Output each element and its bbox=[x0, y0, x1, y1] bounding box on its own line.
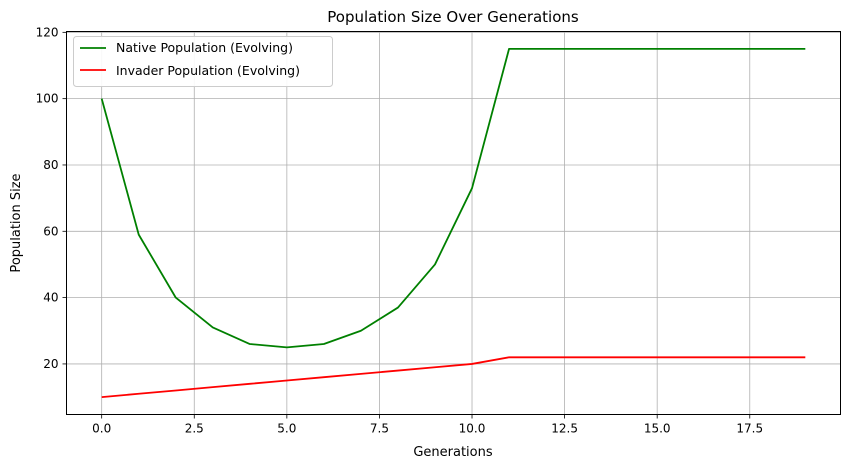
legend-box bbox=[73, 36, 333, 87]
x-tick-label: 7.5 bbox=[370, 422, 389, 436]
plot-frame bbox=[66, 31, 841, 415]
x-axis-ticks: 0.0 2.5 5.0 7.5 10.0 12.5 15.0 17.5 bbox=[92, 414, 763, 436]
x-tick-label: 2.5 bbox=[185, 422, 204, 436]
y-tick-label: 80 bbox=[43, 158, 58, 172]
x-tick-label: 5.0 bbox=[277, 422, 296, 436]
series-lines bbox=[100, 48, 806, 398]
x-tick-label: 17.5 bbox=[736, 422, 763, 436]
legend-native-label: Native Population (Evolving) bbox=[116, 40, 293, 55]
y-tick-label: 120 bbox=[36, 25, 59, 39]
invader-population-line bbox=[101, 356, 806, 398]
y-axis-ticks: 20 40 60 80 100 120 bbox=[36, 25, 67, 371]
y-tick-label: 40 bbox=[43, 291, 58, 305]
legend: Native Population (Evolving) Invader Pop… bbox=[73, 36, 333, 87]
grid-lines bbox=[66, 31, 841, 415]
x-tick-label: 15.0 bbox=[644, 422, 671, 436]
y-tick-label: 60 bbox=[43, 224, 58, 238]
native-population-line bbox=[100, 48, 806, 349]
legend-invader-label: Invader Population (Evolving) bbox=[116, 63, 300, 78]
x-tick-label: 0.0 bbox=[92, 422, 111, 436]
x-tick-label: 12.5 bbox=[551, 422, 578, 436]
y-axis-label: Population Size bbox=[9, 173, 24, 272]
y-tick-label: 100 bbox=[36, 92, 59, 106]
y-tick-label: 20 bbox=[43, 357, 58, 371]
x-axis-label: Generations bbox=[413, 445, 493, 460]
x-tick-label: 10.0 bbox=[459, 422, 486, 436]
chart-title: Population Size Over Generations bbox=[327, 8, 579, 26]
